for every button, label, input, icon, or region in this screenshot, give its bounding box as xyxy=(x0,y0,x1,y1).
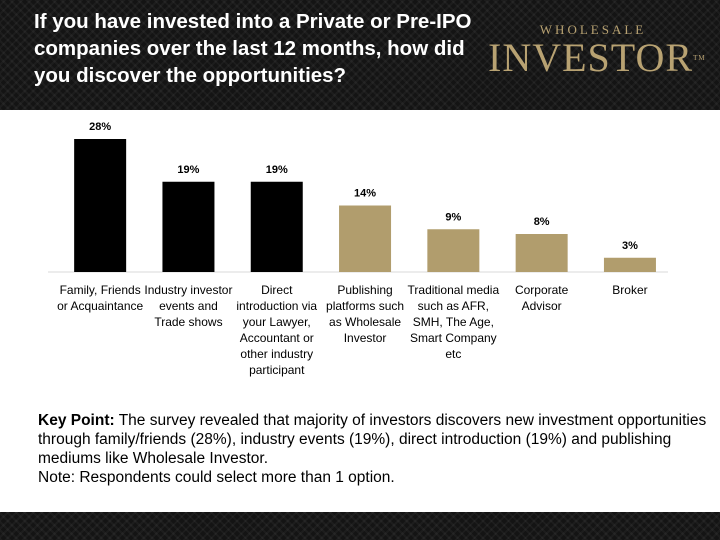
bar xyxy=(250,181,303,272)
value-label: 28% xyxy=(89,121,111,133)
x-tick-label: Direct introduction via your Lawyer, Acc… xyxy=(236,283,318,377)
x-tick-label: Traditional media such as AFR, SMH, The … xyxy=(407,283,500,361)
x-tick-label: Corporate Advisor xyxy=(514,283,569,313)
value-label: 19% xyxy=(177,164,199,176)
value-label: 14% xyxy=(354,188,376,200)
bar xyxy=(515,234,568,272)
x-tick-label: Industry investor events and Trade shows xyxy=(144,283,233,329)
key-point: Key Point: The survey revealed that majo… xyxy=(38,411,708,487)
logo-top: WHOLESALE xyxy=(539,22,647,37)
value-label: 8% xyxy=(534,216,550,228)
value-label: 19% xyxy=(266,164,288,176)
logo: WHOLESALE INVESTORTM xyxy=(488,22,705,80)
footer xyxy=(0,512,720,540)
logo-word: INVESTOR xyxy=(488,35,694,80)
chart-title: If you have invested into a Private or P… xyxy=(34,10,472,87)
x-tick-label: Publishing platforms such as Wholesale I… xyxy=(326,283,405,345)
logo-main: INVESTORTM xyxy=(488,35,705,80)
note: Note: Respondents could select more than… xyxy=(38,469,395,486)
bar xyxy=(427,229,480,272)
value-label: 3% xyxy=(622,240,638,252)
bar xyxy=(603,257,656,272)
bar xyxy=(162,181,215,272)
x-tick-label: Broker xyxy=(612,283,648,297)
x-tick-label: Family, Friends or Acquaintance xyxy=(57,283,144,313)
key-point-text: The survey revealed that majority of inv… xyxy=(38,412,707,467)
bar xyxy=(74,139,127,272)
logo-mark: TM xyxy=(693,54,706,62)
header xyxy=(0,0,720,110)
key-point-label: Key Point: xyxy=(38,412,115,429)
value-label: 9% xyxy=(445,211,461,223)
bar xyxy=(339,205,392,272)
